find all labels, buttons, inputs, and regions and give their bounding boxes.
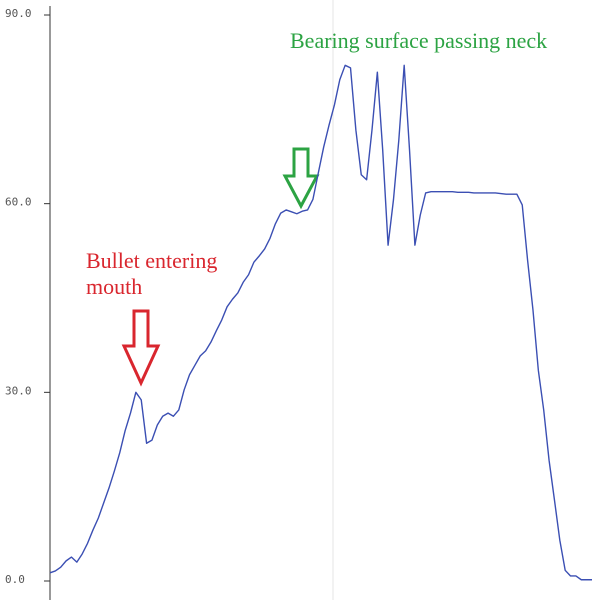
data-line bbox=[49, 64, 592, 581]
annotation: Bearing surface passing neck bbox=[290, 28, 548, 53]
arrow bbox=[121, 309, 161, 387]
annotation: Bullet entering mouth bbox=[86, 248, 218, 299]
y-tick-label: 30.0 bbox=[5, 384, 32, 397]
y-tick-label: 90.0 bbox=[5, 7, 32, 20]
y-tick-label: 0.0 bbox=[5, 573, 25, 586]
y-tick-label: 60.0 bbox=[5, 196, 32, 209]
arrow bbox=[282, 147, 320, 210]
